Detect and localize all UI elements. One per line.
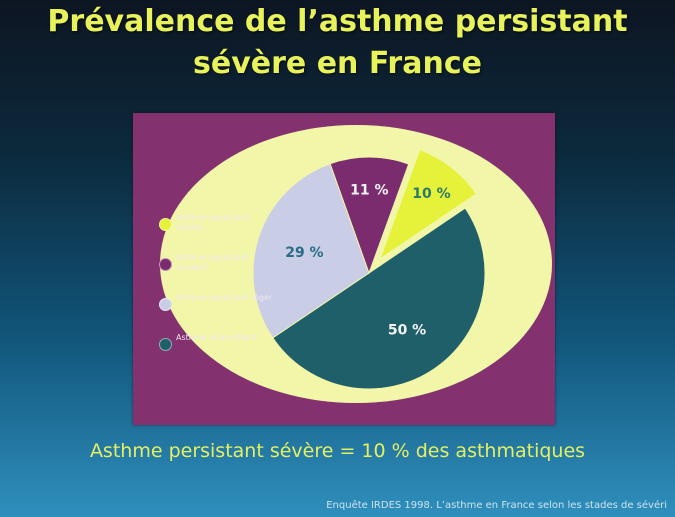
- legend-label: Asthme intermittent: [176, 333, 258, 342]
- legend-label: Asthme persistant modéré: [176, 253, 250, 272]
- pie-slice-asthme-intermittent: [272, 207, 486, 390]
- chart-panel: 10 % 50 % 29 % 11 % Asthme persistant sévèr…: [133, 113, 555, 425]
- source-note: Enquête IRDES 1998. L’asthme en France s…: [326, 500, 667, 511]
- pie-slice-asthme-persistant-leger: [252, 163, 370, 339]
- pie-slice-asthme-persistant-severe: [379, 149, 477, 261]
- chart-subtitle: Asthme persistant sévère = 10 % des asth…: [89, 440, 586, 462]
- legend-swatch: [159, 218, 172, 231]
- legend-label: Asthme persistant sévère: [176, 213, 250, 232]
- pie-slice-label-asthme-persistant-leger: 29 %: [285, 245, 323, 261]
- legend-label: Asthme persistant léger: [176, 293, 273, 302]
- pie-slice-asthme-persistant-modere: [329, 156, 410, 275]
- legend-swatch: [159, 338, 172, 351]
- chart-title-line-1: Prévalence de l’asthme persistant: [47, 4, 628, 39]
- chart-title-line-2: sévère en France: [193, 46, 482, 81]
- legend-swatch: [159, 298, 172, 311]
- pie-slice-label-asthme-intermittent: 50 %: [388, 322, 426, 338]
- pie-slice-label-asthme-persistant-severe: 10 %: [412, 186, 450, 202]
- pie-slice-label-asthme-persistant-modere: 11 %: [350, 182, 388, 198]
- legend-swatch: [159, 258, 172, 271]
- pie-chart: 10 % 50 % 29 % 11 %: [160, 125, 552, 403]
